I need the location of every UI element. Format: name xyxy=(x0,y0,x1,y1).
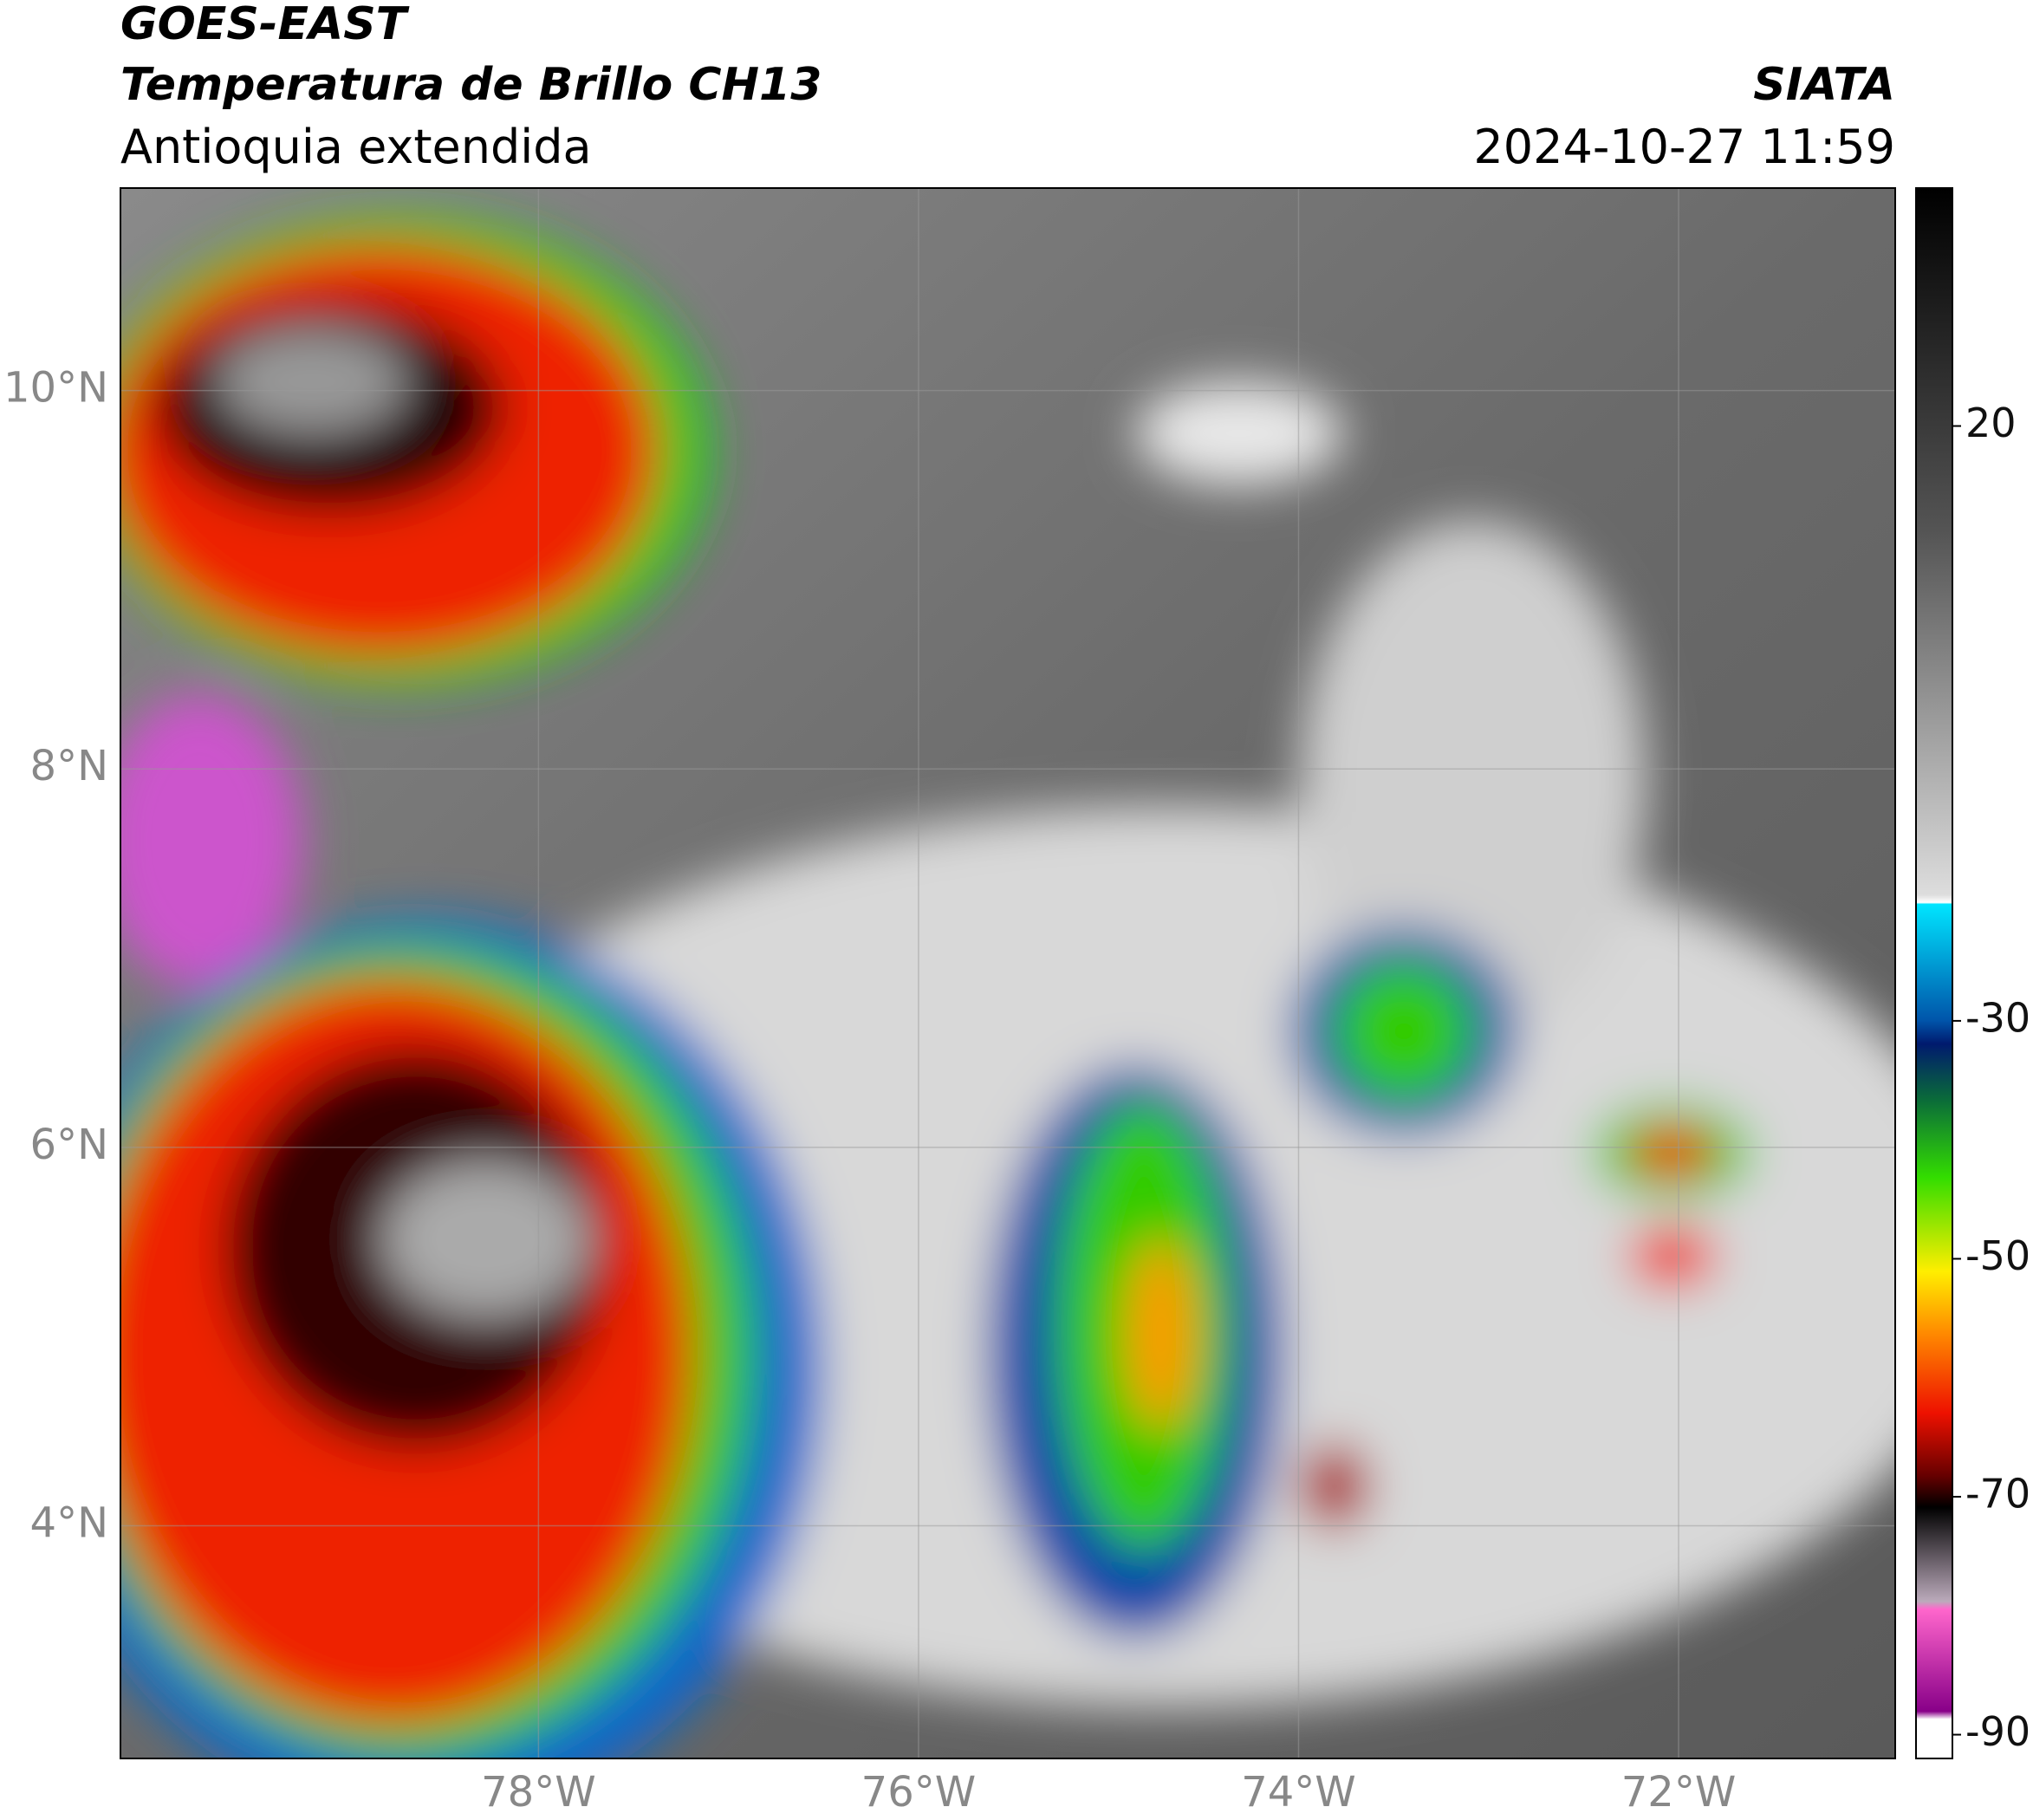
x-tick-label: 74°W xyxy=(1241,1768,1356,1817)
colorbar-tick-label: -50 xyxy=(1965,1232,2030,1279)
colorbar-tick-label: -70 xyxy=(1965,1471,2030,1518)
title: GOES-EAST xyxy=(120,0,410,50)
y-tick-label: 4°N xyxy=(30,1498,108,1547)
subtitle: Temperatura de Brillo CH13 xyxy=(120,59,822,111)
y-tick-label: 8°N xyxy=(30,742,108,790)
x-tick-label: 78°W xyxy=(481,1768,596,1817)
colorbar xyxy=(1915,187,1953,1759)
y-tick-label: 10°N xyxy=(3,364,108,413)
x-tick-label: 72°W xyxy=(1621,1768,1737,1817)
x-tick-label: 76°W xyxy=(861,1768,977,1817)
satellite-image xyxy=(120,188,1895,1758)
y-tick-label: 6°N xyxy=(30,1121,108,1169)
region: Antioquia extendida xyxy=(120,120,592,174)
colorbar-tick-label: -90 xyxy=(1965,1708,2030,1755)
map-frame xyxy=(120,187,1896,1759)
datetime: 2024-10-27 11:59 xyxy=(1473,120,1895,174)
colorbar-tick-label: 20 xyxy=(1965,400,2017,446)
source: SIATA xyxy=(1753,59,1895,111)
colorbar-tick-label: -30 xyxy=(1965,994,2030,1041)
